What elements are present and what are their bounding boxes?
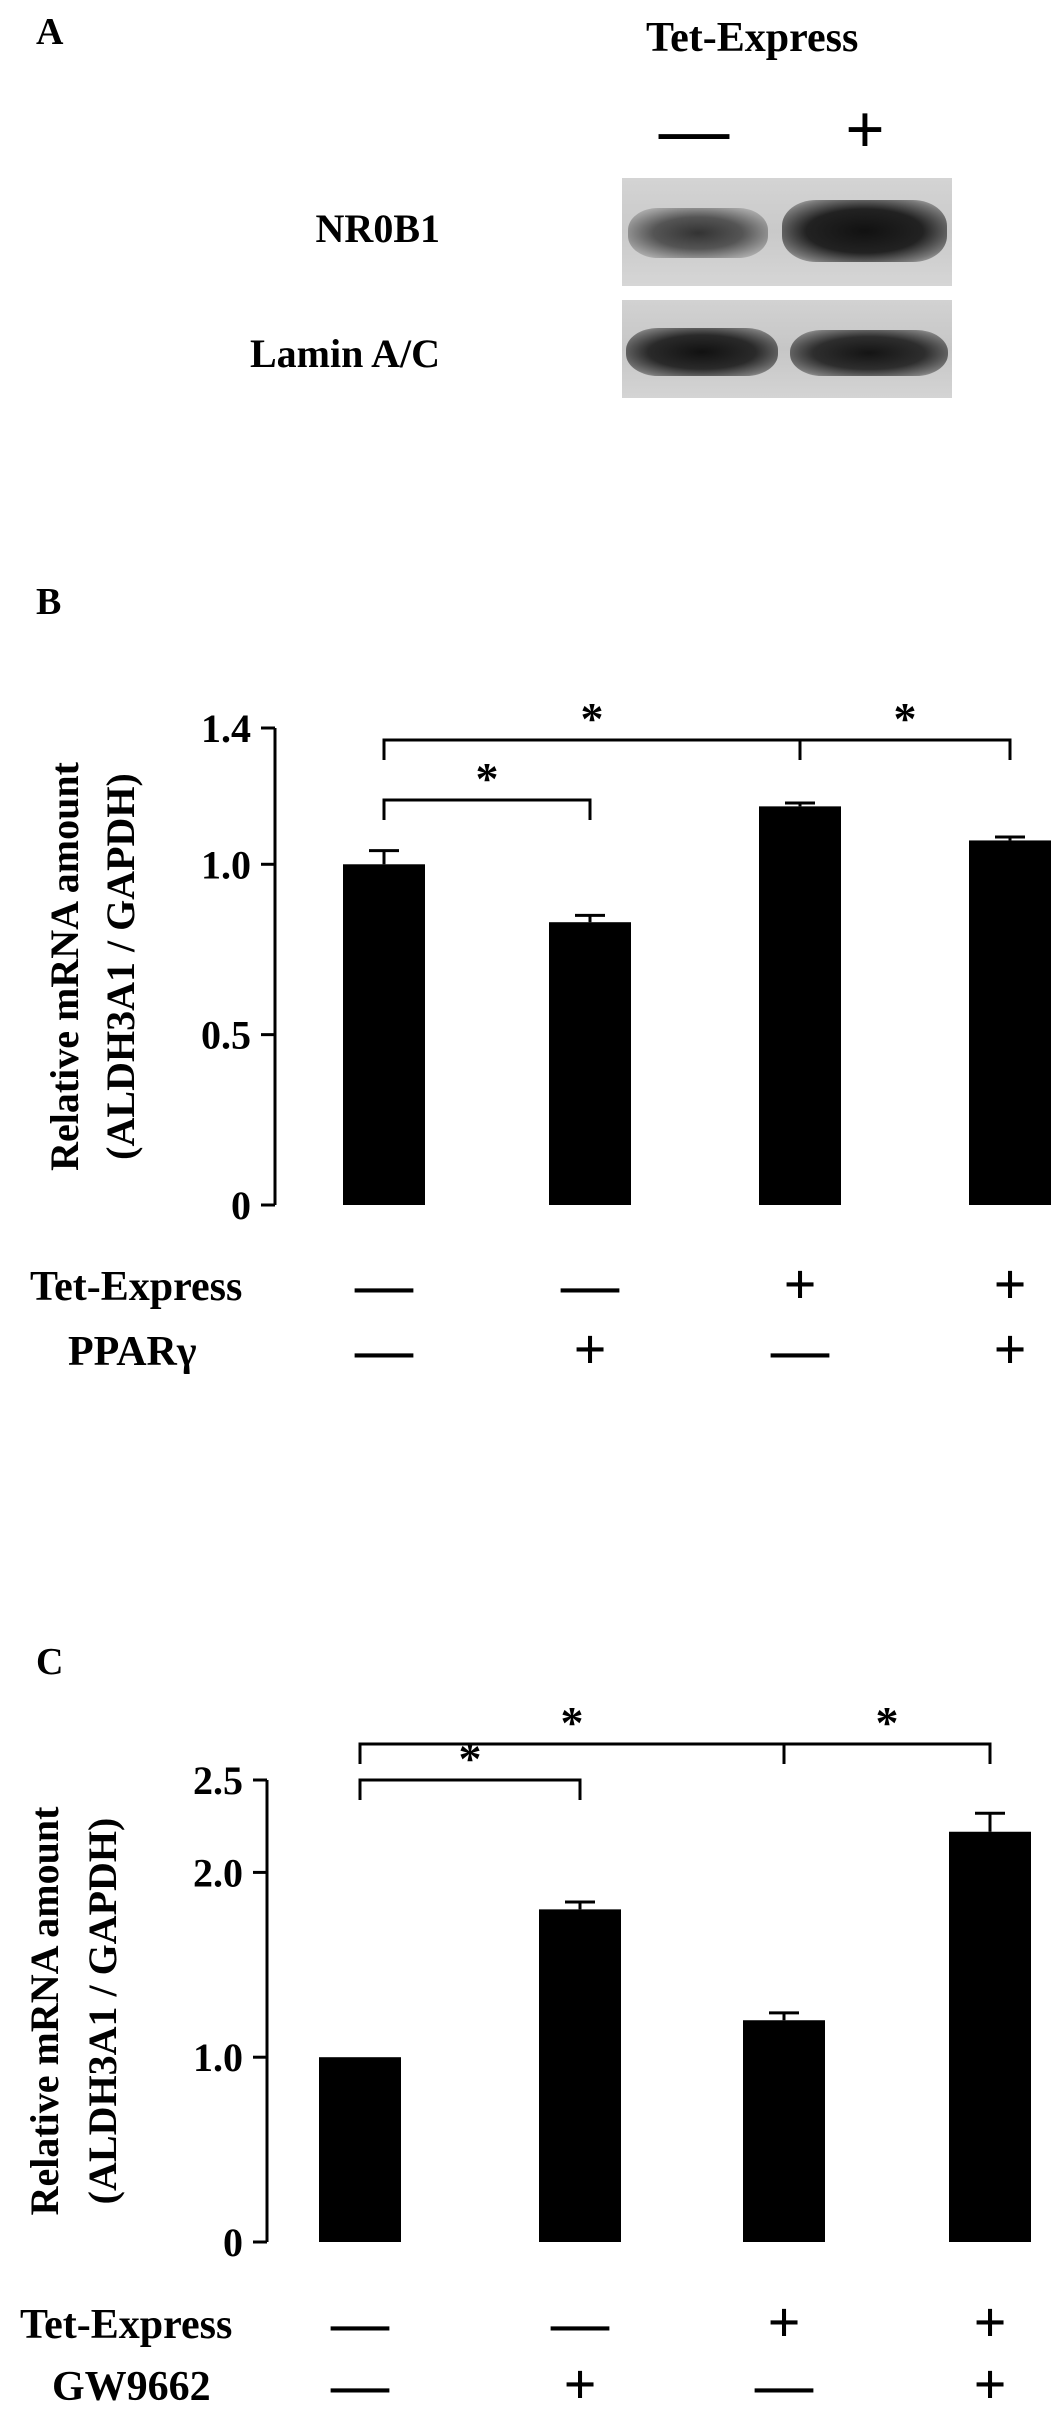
panel-b-bar: [343, 864, 425, 1205]
panel-b-ytick-label: 0: [231, 1183, 251, 1228]
panel-b-condition-sign: +: [783, 1252, 816, 1317]
panel-c-chart: Relative mRNA amount (ALDH3A1 / GAPDH) 0 1.…: [20, 1697, 1031, 2417]
panel-a-lane-sign-2: +: [845, 92, 885, 169]
panel-c-ytick-label: 2.0: [193, 1850, 243, 1895]
panel-c-significance-star: *: [876, 1697, 899, 1748]
blot-band-nr0b1-lane2: [782, 200, 947, 262]
panel-c-condition-label: Tet-Express: [20, 2302, 232, 2348]
panel-b-condition-sign: +: [993, 1317, 1026, 1382]
panel-c-ytick-label: 1.0: [193, 2035, 243, 2080]
panel-b-condition-label: Tet-Express: [30, 1264, 242, 1310]
panel-b-significance-star: *: [894, 693, 917, 744]
panel-b-chart: Relative mRNA amount (ALDH3A1 / GAPDH) 0 0.…: [30, 693, 1051, 1382]
panel-c-condition-label: GW9662: [52, 2364, 211, 2410]
panel-b-condition-sign: —: [354, 1317, 414, 1382]
panel-b-significance-star: *: [581, 693, 604, 744]
panel-b-condition-sign: +: [573, 1317, 606, 1382]
blot-band-lamin-lane1: [626, 328, 778, 376]
panel-c-bar: [743, 2020, 825, 2242]
panel-c-condition-sign: +: [973, 2290, 1006, 2355]
panel-b-ytick-label: 0.5: [201, 1013, 251, 1058]
panel-b-condition-sign: —: [354, 1252, 414, 1317]
panel-b-bar: [969, 840, 1051, 1205]
panel-c-bar: [319, 2057, 401, 2242]
panel-b-ytick-label: 1.4: [201, 706, 251, 751]
panel-b-condition-label: PPARγ: [68, 1329, 197, 1375]
panel-b-significance-bracket: [382, 798, 592, 820]
panel-c-condition-sign: +: [973, 2352, 1006, 2417]
panel-b-ylabel-line1: Relative mRNA amount: [42, 761, 87, 1171]
blot-band-nr0b1-lane1: [628, 208, 768, 258]
panel-c-significance-star: *: [561, 1697, 584, 1748]
panel-a-treatment-label: Tet-Express: [646, 15, 859, 61]
panel-c-condition-sign: —: [330, 2352, 390, 2417]
panel-c-significance-bracket: [782, 1742, 992, 1764]
panel-c-bar: [539, 1909, 621, 2242]
blot-row-label-nr0b1: NR0B1: [315, 206, 440, 251]
panel-b-bar: [759, 806, 841, 1205]
blot-row-label-lamin: Lamin A/C: [249, 331, 440, 376]
panel-b-significance-star: *: [476, 753, 499, 804]
panel-c-ylabel-line2: (ALDH3A1 / GAPDH): [80, 1818, 125, 2205]
panel-b-condition-sign: —: [560, 1252, 620, 1317]
panel-c-ytick-label: 0: [223, 2220, 243, 2265]
panel-b-condition-sign: —: [770, 1317, 830, 1382]
panel-a-lane-sign-1: —: [659, 92, 729, 169]
panel-b-letter: B: [36, 581, 62, 623]
panel-c-condition-sign: +: [767, 2290, 800, 2355]
panel-c-condition-sign: —: [754, 2352, 814, 2417]
panel-c-ylabel-line1: Relative mRNA amount: [22, 1806, 67, 2216]
panel-b-significance-bracket: [798, 738, 1012, 760]
panel-c-condition-sign: —: [550, 2290, 610, 2355]
panel-b-ylabel-line2: (ALDH3A1 / GAPDH): [98, 773, 143, 1160]
panel-c-letter: C: [36, 1641, 64, 1683]
panel-c-condition-sign: —: [330, 2290, 390, 2355]
panel-b-condition-sign: +: [993, 1252, 1026, 1317]
panel-b-ytick-label: 1.0: [201, 842, 251, 887]
panel-a-letter: A: [36, 11, 64, 53]
panel-b-bar: [549, 922, 631, 1205]
panel-c-significance-star: *: [459, 1733, 482, 1784]
panel-c-ytick-label: 2.5: [193, 1758, 243, 1803]
blot-band-lamin-lane2: [790, 330, 948, 376]
panel-c-bar: [949, 1831, 1031, 2242]
panel-c-condition-sign: +: [563, 2352, 596, 2417]
panel-c-significance-bracket: [358, 1778, 582, 1800]
